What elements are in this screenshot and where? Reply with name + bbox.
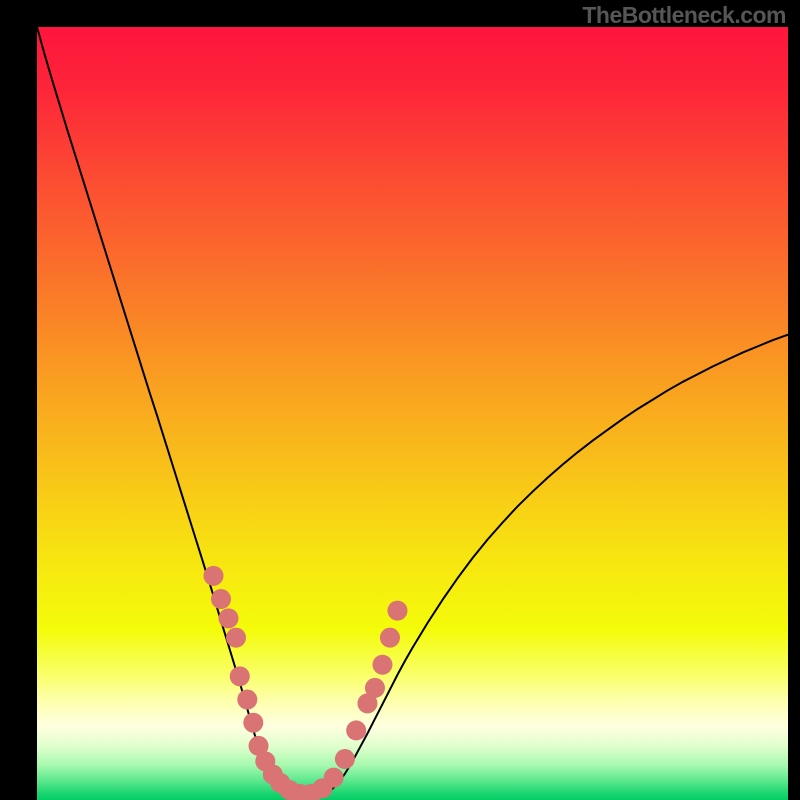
chart-background [37,27,788,800]
watermark-text: TheBottleneck.com [582,2,786,29]
data-marker [387,601,407,621]
data-marker [346,720,366,740]
data-marker [211,589,231,609]
data-marker [219,608,239,628]
data-marker [226,628,246,648]
data-marker [372,655,392,675]
data-marker [243,713,263,733]
data-marker [365,678,385,698]
data-marker [230,666,250,686]
data-marker [335,749,355,769]
data-marker [237,690,257,710]
data-marker [324,768,344,788]
plot-area [37,27,788,800]
data-marker [203,566,223,586]
data-marker [380,628,400,648]
chart-container: TheBottleneck.com [0,0,800,800]
chart-svg [37,27,788,800]
